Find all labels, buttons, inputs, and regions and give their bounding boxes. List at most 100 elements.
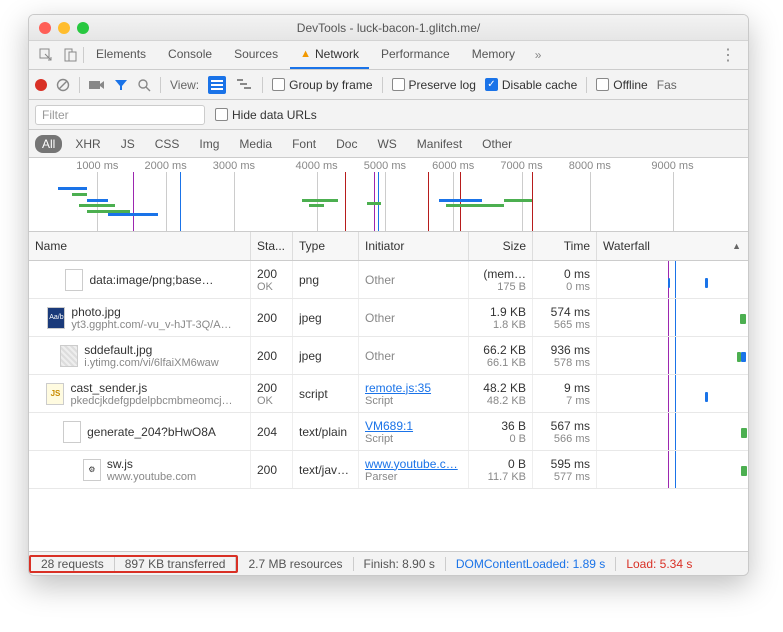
type-ws[interactable]: WS	[370, 135, 403, 153]
record-button[interactable]	[35, 79, 47, 91]
column-time[interactable]: Time	[533, 232, 597, 260]
request-domain: i.ytimg.com/vi/6lfaiXM6waw	[84, 357, 218, 369]
close-button[interactable]	[39, 22, 51, 34]
timeline-label: 4000 ms	[295, 160, 337, 172]
type-manifest[interactable]: Manifest	[410, 135, 469, 153]
type-css[interactable]: CSS	[148, 135, 187, 153]
filter-bar: Filter Hide data URLs	[29, 100, 748, 130]
search-icon[interactable]	[137, 78, 151, 92]
type-doc[interactable]: Doc	[329, 135, 364, 153]
timeline-marker	[673, 172, 674, 231]
type-media[interactable]: Media	[232, 135, 279, 153]
type-js[interactable]: JS	[114, 135, 142, 153]
type-img[interactable]: Img	[192, 135, 226, 153]
separator	[382, 77, 383, 93]
column-type[interactable]: Type	[293, 232, 359, 260]
device-icon[interactable]	[59, 44, 81, 66]
timeline-label: 2000 ms	[145, 160, 187, 172]
clear-button[interactable]	[56, 78, 70, 92]
timeline-marker	[385, 172, 386, 231]
maximize-button[interactable]	[77, 22, 89, 34]
tab-elements[interactable]: Elements	[86, 41, 156, 69]
initiator-link[interactable]: remote.js:35	[365, 381, 462, 395]
request-row[interactable]: data:image/png;base…200OKpngOther(mem…17…	[29, 261, 748, 299]
hide-data-urls-label: Hide data URLs	[232, 108, 317, 122]
view-waterfall-button[interactable]	[235, 76, 253, 94]
timeline-marker	[133, 172, 134, 231]
type-all[interactable]: All	[35, 135, 62, 153]
column-name[interactable]: Name	[29, 232, 251, 260]
request-row[interactable]: generate_204?bHwO8A204text/plainVM689:1S…	[29, 413, 748, 451]
warning-icon: ▲	[300, 48, 311, 60]
request-name: photo.jpg	[71, 305, 231, 319]
view-list-button[interactable]	[208, 76, 226, 94]
separator	[586, 77, 587, 93]
request-row[interactable]: ⚙sw.jswww.youtube.com200text/java…www.yo…	[29, 451, 748, 489]
offline-checkbox[interactable]: Offline	[596, 78, 647, 92]
group-by-frame-checkbox[interactable]: Group by frame	[272, 78, 372, 92]
timeline-label: 7000 ms	[500, 160, 542, 172]
waterfall-cell	[597, 451, 747, 488]
offline-label: Offline	[613, 78, 647, 92]
waterfall-cell	[597, 413, 747, 450]
request-row[interactable]: JScast_sender.jspkedcjkdefgpdelpbcmbmeom…	[29, 375, 748, 413]
request-name: generate_204?bHwO8A	[87, 425, 216, 439]
tab-sources[interactable]: Sources	[224, 41, 288, 69]
finish-time: Finish: 8.90 s	[354, 557, 446, 571]
request-name: cast_sender.js	[70, 381, 232, 395]
disable-cache-checkbox[interactable]: ✓Disable cache	[485, 78, 577, 92]
filter-input[interactable]: Filter	[35, 105, 205, 125]
hide-data-urls-checkbox[interactable]: Hide data URLs	[215, 108, 317, 122]
separator	[79, 77, 80, 93]
column-initiator[interactable]: Initiator	[359, 232, 469, 260]
request-name: data:image/png;base…	[89, 273, 213, 287]
column-status[interactable]: Sta...	[251, 232, 293, 260]
titlebar: DevTools - luck-bacon-1.glitch.me/	[29, 15, 748, 41]
camera-icon[interactable]	[89, 79, 105, 91]
column-waterfall[interactable]: Waterfall▲	[597, 232, 747, 260]
inspect-icon[interactable]	[35, 44, 57, 66]
tab-performance[interactable]: Performance	[371, 41, 460, 69]
tab-network[interactable]: ▲Network	[290, 41, 369, 69]
timeline-label: 8000 ms	[569, 160, 611, 172]
throttle-label[interactable]: Fas	[657, 78, 677, 92]
type-xhr[interactable]: XHR	[68, 135, 107, 153]
timeline-marker	[345, 172, 346, 231]
tab-memory[interactable]: Memory	[462, 41, 525, 69]
request-row[interactable]: Aa/bphoto.jpgyt3.ggpht.com/-vu_v-hJT-3Q/…	[29, 299, 748, 337]
request-table[interactable]: data:image/png;base…200OKpngOther(mem…17…	[29, 261, 748, 551]
load-time: Load: 5.34 s	[616, 557, 702, 571]
window-title: DevTools - luck-bacon-1.glitch.me/	[29, 21, 748, 35]
timeline-bar	[504, 199, 533, 202]
timeline-label: 6000 ms	[432, 160, 474, 172]
timeline-marker	[590, 172, 591, 231]
timeline-bar	[439, 199, 482, 202]
view-label: View:	[170, 78, 199, 92]
timeline-bar	[367, 202, 381, 205]
timeline-overview[interactable]: 1000 ms 2000 ms 3000 ms 4000 ms 5000 ms 6000 …	[29, 158, 748, 232]
initiator-link[interactable]: www.youtube.c…	[365, 457, 462, 471]
timeline-label: 5000 ms	[364, 160, 406, 172]
type-font[interactable]: Font	[285, 135, 323, 153]
request-domain: www.youtube.com	[107, 471, 196, 483]
more-tabs-button[interactable]: »	[527, 48, 549, 62]
minimize-button[interactable]	[58, 22, 70, 34]
network-toolbar: View: Group by frame Preserve log ✓Disab…	[29, 70, 748, 100]
group-frame-label: Group by frame	[289, 78, 372, 92]
settings-menu-button[interactable]: ⋮	[714, 45, 742, 65]
filter-icon[interactable]	[114, 78, 128, 92]
requests-count: 28 requests	[31, 557, 115, 571]
column-size[interactable]: Size	[469, 232, 533, 260]
waterfall-cell	[597, 337, 747, 374]
initiator-link[interactable]: VM689:1	[365, 419, 462, 433]
preserve-log-checkbox[interactable]: Preserve log	[392, 78, 476, 92]
timeline-label: 1000 ms	[76, 160, 118, 172]
request-row[interactable]: sddefault.jpgi.ytimg.com/vi/6lfaiXM6waw2…	[29, 337, 748, 375]
type-other[interactable]: Other	[475, 135, 519, 153]
timeline-bar	[309, 204, 323, 207]
request-name: sw.js	[107, 457, 196, 471]
tab-console[interactable]: Console	[158, 41, 222, 69]
timeline-label: 3000 ms	[213, 160, 255, 172]
panel-tabs: ElementsConsoleSources▲NetworkPerformanc…	[29, 41, 748, 70]
timeline-marker	[428, 172, 429, 231]
